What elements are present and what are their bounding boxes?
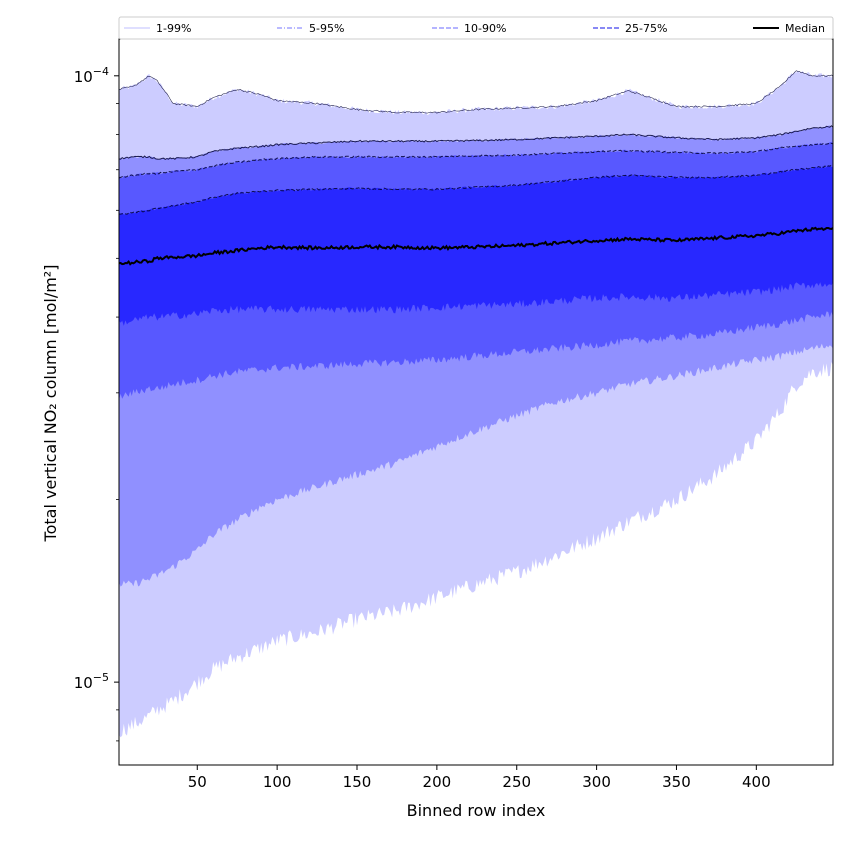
legend-label-4: Median xyxy=(785,22,825,35)
band-upper-edge-1-99pct xyxy=(119,70,833,114)
legend-label-2: 10-90% xyxy=(464,22,506,35)
median-line xyxy=(119,226,833,266)
x-tick-label: 150 xyxy=(343,773,372,791)
x-tick-label: 200 xyxy=(423,773,452,791)
legend-label-0: 1-99% xyxy=(156,22,191,35)
axes: 50 100 150 200 250 300 350 400 10−4 10−5 xyxy=(74,38,834,791)
x-tick-label: 50 xyxy=(188,773,207,791)
plot-area xyxy=(119,70,833,738)
plot-series xyxy=(119,70,833,738)
x-tick-label: 250 xyxy=(502,773,531,791)
band-upper-edge-5-95pct xyxy=(119,125,833,160)
y-tick-label: 10−4 xyxy=(74,65,109,86)
x-tick-label: 400 xyxy=(742,773,771,791)
y-tick-label: 10−5 xyxy=(74,671,109,692)
legend-label-1: 5-95% xyxy=(309,22,344,35)
x-axis-label: Binned row index xyxy=(407,801,546,820)
band-upper-edge-25-75pct xyxy=(119,164,833,215)
x-tick-label: 100 xyxy=(263,773,292,791)
legend-label-3: 25-75% xyxy=(625,22,667,35)
legend-box xyxy=(118,16,834,40)
band-upper-edge-10-90pct xyxy=(119,142,833,179)
y-axis-label: Total vertical NO₂ column [mol/m²] xyxy=(41,265,60,543)
x-tick-label: 300 xyxy=(582,773,611,791)
x-tick-label: 350 xyxy=(662,773,691,791)
legend: 1-99% 5-95% 10-90% 25-75% Median xyxy=(118,16,834,40)
